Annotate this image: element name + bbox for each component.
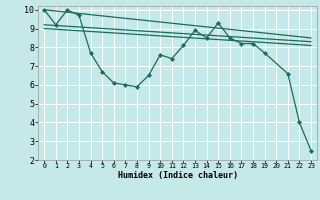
X-axis label: Humidex (Indice chaleur): Humidex (Indice chaleur) [118,171,238,180]
